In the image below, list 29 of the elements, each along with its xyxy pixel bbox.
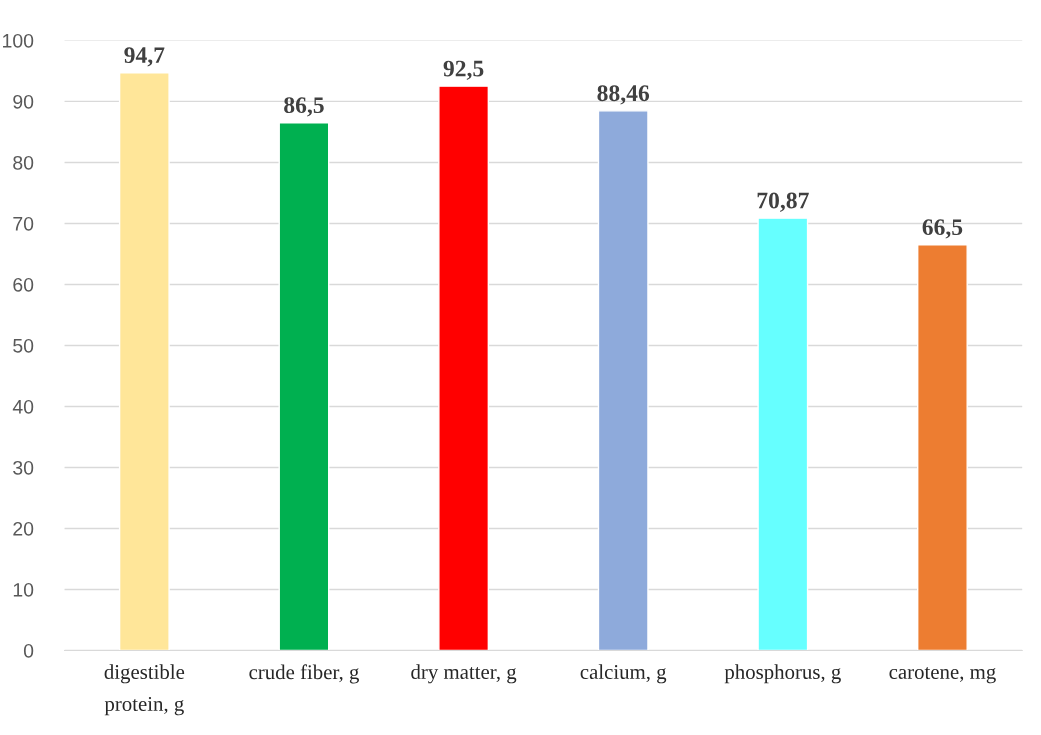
y-tick-label: 0 [23, 643, 34, 658]
bar [278, 122, 330, 651]
y-tick-label: 50 [13, 338, 34, 353]
data-label: 70,87 [757, 192, 809, 212]
x-tick-label: crude fiber, g [249, 664, 359, 684]
x-tick-label: carotene, mg [889, 667, 996, 684]
x-tick-label: phosphorus, g [724, 664, 841, 684]
y-tick-label: 60 [13, 277, 34, 292]
y-tick-label: 70 [13, 216, 34, 231]
y-tick-label: 40 [12, 399, 34, 414]
data-label: 94,7 [124, 47, 165, 67]
data-label: 92,5 [443, 60, 484, 80]
y-tick-label: 20 [13, 521, 34, 536]
data-label: 66,5 [922, 219, 963, 239]
bar [917, 244, 968, 651]
y-tick-label: 90 [13, 94, 34, 109]
y-tick-label: 30 [13, 460, 34, 475]
data-label: 88,46 [597, 85, 650, 105]
bar [597, 110, 649, 651]
bar [438, 85, 490, 651]
data-label: 86,5 [284, 97, 324, 117]
x-tick-label: digestible protein, g [104, 664, 185, 716]
y-tick-label: 100 [3, 33, 34, 48]
bar [757, 217, 809, 651]
y-tick-label: 10 [13, 582, 34, 597]
x-tick-label: dry matter, g [411, 664, 517, 684]
x-tick-label: calcium, g [580, 664, 667, 684]
y-tick-label: 80 [13, 155, 34, 170]
bar [118, 72, 170, 651]
